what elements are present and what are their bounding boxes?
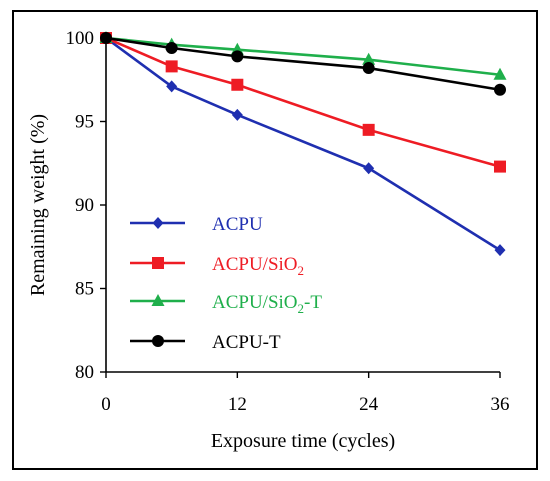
x-tick-label: 36 [491, 394, 510, 415]
legend-item: ACPU-T [130, 332, 281, 353]
legend-label: ACPU/SiO2 [212, 254, 304, 278]
x-tick-label: 12 [228, 394, 247, 415]
series-triangle [99, 31, 507, 80]
legend-marker [152, 257, 164, 269]
data-point [165, 42, 178, 55]
legend-label: ACPU [212, 214, 263, 235]
x-tick-labels: 0 12 24 36 [101, 372, 510, 415]
data-point [165, 60, 178, 73]
legend-marker [152, 217, 164, 229]
y-tick-label: 100 [66, 28, 95, 49]
series-circle [100, 32, 506, 96]
series-square [100, 32, 506, 173]
data-point [362, 123, 375, 136]
series-line [105, 36, 501, 252]
x-axis-title: Exposure time (cycles) [211, 430, 395, 452]
data-point [231, 78, 244, 91]
legend-marker [152, 335, 164, 347]
legend-label: ACPU-T [212, 332, 281, 353]
data-point [493, 67, 507, 80]
y-tick-label: 90 [75, 195, 94, 216]
y-tick-label: 80 [75, 362, 94, 383]
data-point [494, 83, 506, 96]
data-point [166, 80, 178, 93]
series-line [105, 36, 501, 77]
legend-marker [151, 294, 165, 306]
series-layer [99, 31, 507, 257]
y-tick-label: 85 [75, 279, 94, 300]
data-point [362, 52, 376, 65]
data-point [100, 32, 112, 44]
chart-frame [12, 10, 538, 470]
data-point [494, 244, 506, 257]
data-point [231, 50, 244, 63]
data-point [231, 108, 243, 121]
y-tick-label: 95 [75, 112, 94, 133]
legend: ACPU ACPU/SiO2 ACPU/SiO2-T ACPU-T [130, 214, 322, 353]
data-point [494, 160, 506, 173]
legend-item: ACPU/SiO2-T [130, 292, 322, 316]
y-tick-labels: 80 85 90 95 100 [66, 28, 106, 383]
series-line [105, 36, 501, 168]
axes [105, 38, 500, 373]
data-point [363, 162, 375, 175]
x-tick-label: 24 [359, 394, 379, 415]
data-point [362, 62, 375, 75]
legend-item: ACPU/SiO2 [130, 254, 304, 278]
x-tick-label: 0 [101, 394, 111, 415]
legend-item: ACPU [130, 214, 263, 235]
y-axis-title: Remaining weight (%) [27, 114, 49, 296]
legend-label: ACPU/SiO2-T [212, 292, 322, 316]
